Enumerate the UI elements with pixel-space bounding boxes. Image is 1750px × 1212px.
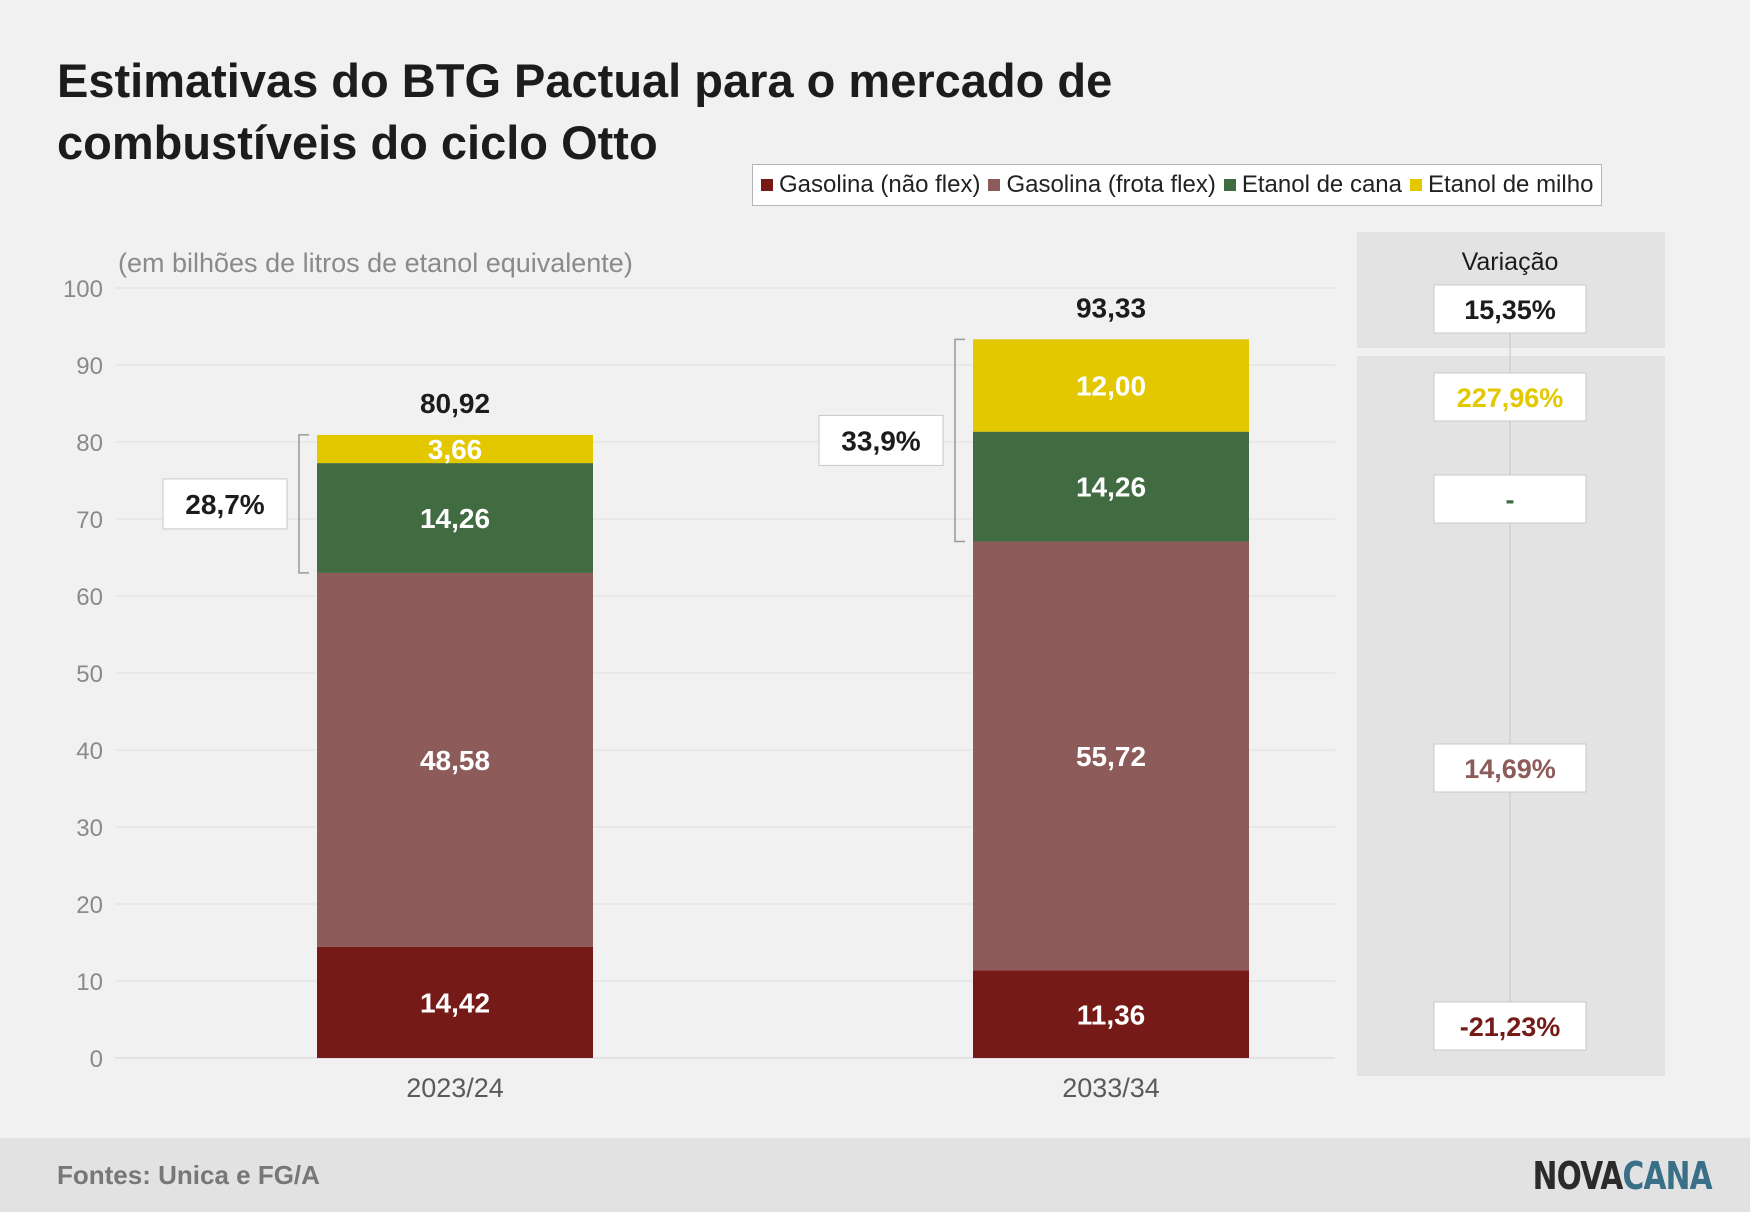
chart: (em bilhões de litros de etanol equivale… [63, 232, 1665, 1103]
ethanol-share-bracket [954, 338, 965, 543]
legend-item: Gasolina (frota flex) [988, 171, 1216, 199]
y-tick-label: 50 [76, 661, 103, 688]
legend-swatch [761, 179, 773, 191]
novacana-logo: NOVACANA [1532, 1154, 1713, 1198]
total-variation-label: 15,35% [1464, 295, 1556, 325]
series-variation-label: - [1506, 485, 1515, 515]
ethanol-share-box [162, 478, 288, 530]
x-tick-label: 2033/34 [1062, 1073, 1160, 1103]
chart-title: Estimativas do BTG Pactual para o mercad… [57, 54, 1113, 169]
footer: Fontes: Unica e FG/A NOVACANA [0, 1138, 1750, 1212]
variation-panel-bottom [1357, 356, 1665, 1076]
legend-item: Etanol de cana [1223, 171, 1402, 199]
series-variation-label: 227,96% [1457, 383, 1564, 413]
y-tick-label: 90 [76, 353, 103, 380]
y-tick-label: 80 [76, 430, 103, 457]
legend-item: Gasolina (não flex) [761, 171, 980, 199]
series-variation-label: -21,23% [1460, 1012, 1561, 1042]
bar-value-label: 55,72 [1076, 741, 1146, 772]
legend-label: Gasolina (não flex) [779, 171, 981, 198]
bar-segment [317, 434, 593, 464]
legend-label: Etanol de milho [1427, 171, 1594, 198]
chart-subtitle: (em bilhões de litros de etanol equivale… [118, 248, 633, 278]
y-tick-label: 10 [76, 969, 103, 996]
x-tick-label: 2023/24 [406, 1073, 504, 1103]
series-variation-label-box [1433, 743, 1587, 793]
bar-value-label: 3,66 [428, 434, 483, 465]
bar-value-label: 14,26 [1076, 472, 1146, 503]
ethanol-share-label: 33,9% [841, 425, 920, 456]
bar-total-label: 80,92 [420, 388, 490, 419]
legend: Gasolina (não flex) Gasolina (frota flex)… [752, 164, 1603, 206]
y-tick-label: 60 [76, 584, 103, 611]
bar-segment [317, 946, 593, 1058]
y-tick-label: 0 [90, 1046, 103, 1073]
ethanol-share-bracket [298, 434, 309, 574]
y-tick-label: 30 [76, 815, 103, 842]
legend-swatch [988, 179, 1001, 191]
y-tick-label: 20 [76, 892, 103, 919]
ethanol-share-box [818, 414, 944, 466]
bar-segment [317, 572, 593, 947]
y-tick-label: 100 [63, 276, 103, 303]
logo-part-nova: NOVA [1532, 1154, 1624, 1198]
variation-header: Variação [1462, 248, 1559, 276]
series-variation-label-box [1433, 474, 1587, 524]
bar-segment [973, 541, 1249, 971]
bar-value-label: 11,36 [1077, 999, 1146, 1030]
bar-segment [973, 970, 1249, 1058]
series-variation-label: 14,69% [1464, 754, 1556, 784]
bar-segment [317, 463, 593, 573]
series-variation-label-box [1433, 1001, 1587, 1051]
legend-label: Gasolina (frota flex) [1006, 171, 1216, 198]
ethanol-share-label: 28,7% [185, 489, 264, 520]
legend-swatch [1223, 179, 1236, 191]
series-variation-label-box [1433, 372, 1587, 422]
legend-label: Etanol de cana [1241, 171, 1402, 198]
bar-value-label: 12,00 [1076, 370, 1146, 401]
y-tick-label: 40 [76, 738, 103, 765]
bar-value-label: 48,58 [420, 745, 490, 776]
bar-total-label: 93,33 [1076, 292, 1146, 323]
bar-segment [973, 431, 1249, 542]
bar-value-label: 14,42 [420, 987, 490, 1018]
source-note: Fontes: Unica e FG/A [57, 1160, 320, 1190]
legend-item: Etanol de milho [1409, 171, 1594, 199]
y-tick-label: 70 [76, 507, 103, 534]
bar-value-label: 14,26 [420, 503, 490, 534]
logo-part-cana: CANA [1622, 1154, 1713, 1198]
total-variation-label-box [1433, 284, 1587, 334]
bar-segment [973, 339, 1249, 432]
legend-swatch [1409, 179, 1422, 191]
